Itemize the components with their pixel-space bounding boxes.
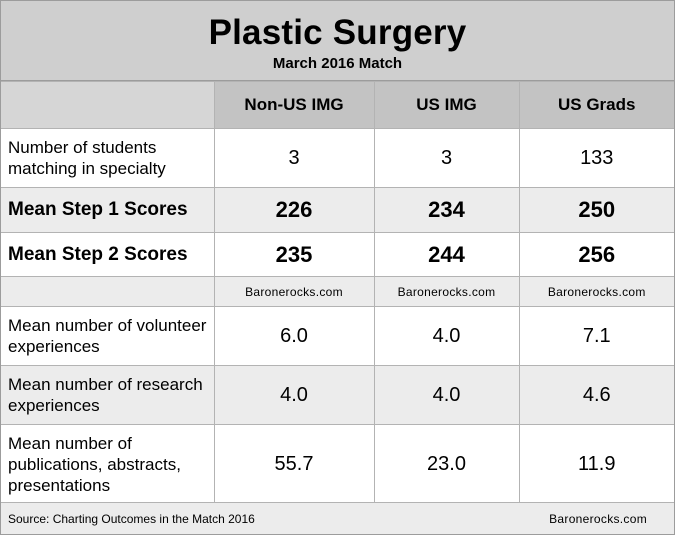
title-block: Plastic Surgery March 2016 Match <box>1 1 674 81</box>
credit-watermark: Baronerocks.com <box>518 276 674 307</box>
table-row-students-matching: Number of students matching in specialty… <box>1 128 674 188</box>
table-row-credit: Baronerocks.com Baronerocks.com Baronero… <box>1 276 674 307</box>
header-corner-cell <box>1 81 215 129</box>
table-header-row: Non-US IMG US IMG US Grads <box>1 81 674 129</box>
row-label: Mean number of publications, abstracts, … <box>1 424 215 504</box>
cell-us-grads: 250 <box>518 187 674 233</box>
cell-non-us-img: 3 <box>213 128 375 188</box>
source-note: Source: Charting Outcomes in the Match 2… <box>8 512 255 526</box>
table-row-research: Mean number of research experiences 4.0 … <box>1 365 674 425</box>
cell-us-img: 244 <box>373 232 520 277</box>
footer: Source: Charting Outcomes in the Match 2… <box>1 502 674 534</box>
row-label: Number of students matching in specialty <box>1 128 215 188</box>
cell-us-img: 4.0 <box>373 365 520 425</box>
cell-us-grads: 7.1 <box>518 306 674 366</box>
page-subtitle: March 2016 Match <box>272 55 403 72</box>
table-row-publications: Mean number of publications, abstracts, … <box>1 424 674 504</box>
cell-non-us-img: 6.0 <box>213 306 375 366</box>
brand-credit: Baronerocks.com <box>549 512 647 526</box>
cell-us-grads: 4.6 <box>518 365 674 425</box>
table-row-volunteer: Mean number of volunteer experiences 6.0… <box>1 306 674 366</box>
row-label-empty <box>1 276 215 307</box>
column-header-us-grads: US Grads <box>518 81 674 129</box>
table-row-step1: Mean Step 1 Scores 226 234 250 <box>1 187 674 233</box>
column-header-non-us-img: Non-US IMG <box>213 81 375 129</box>
cell-us-img: 234 <box>373 187 520 233</box>
row-label: Mean Step 2 Scores <box>1 232 215 277</box>
comparison-table: Non-US IMG US IMG US Grads Number of stu… <box>1 81 674 504</box>
cell-us-grads: 133 <box>518 128 674 188</box>
page-title: Plastic Surgery <box>208 13 467 52</box>
cell-non-us-img: 55.7 <box>213 424 375 504</box>
cell-us-img: 23.0 <box>373 424 520 504</box>
table-row-step2: Mean Step 2 Scores 235 244 256 <box>1 232 674 277</box>
cell-non-us-img: 235 <box>213 232 375 277</box>
row-label: Mean number of volunteer experiences <box>1 306 215 366</box>
cell-us-grads: 11.9 <box>518 424 674 504</box>
cell-us-img: 4.0 <box>373 306 520 366</box>
column-header-us-img: US IMG <box>373 81 520 129</box>
row-label: Mean Step 1 Scores <box>1 187 215 233</box>
credit-watermark: Baronerocks.com <box>213 276 375 307</box>
cell-us-img: 3 <box>373 128 520 188</box>
cell-us-grads: 256 <box>518 232 674 277</box>
cell-non-us-img: 4.0 <box>213 365 375 425</box>
cell-non-us-img: 226 <box>213 187 375 233</box>
row-label: Mean number of research experiences <box>1 365 215 425</box>
credit-watermark: Baronerocks.com <box>373 276 520 307</box>
